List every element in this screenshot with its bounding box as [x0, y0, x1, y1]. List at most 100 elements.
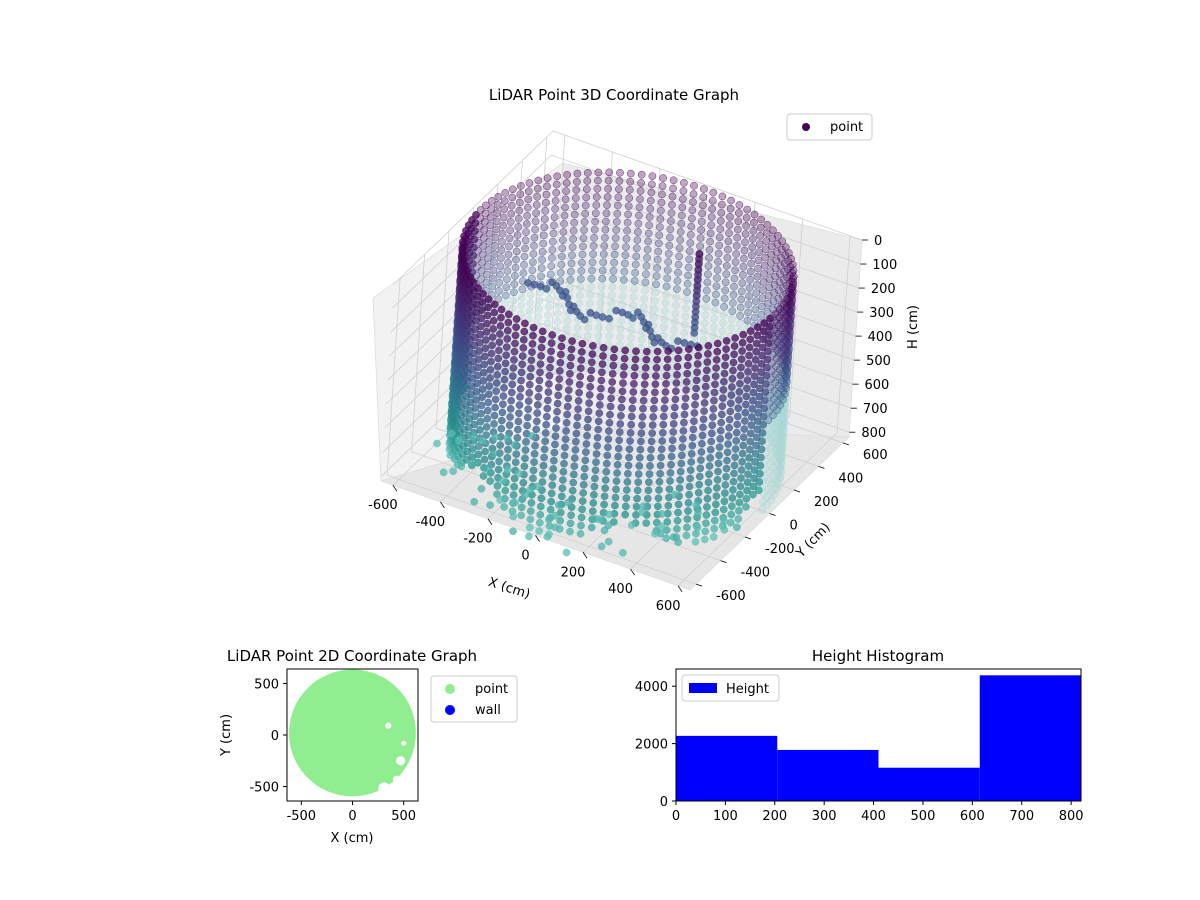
- point-3d-2331: [525, 523, 534, 532]
- point-3d-690: [545, 295, 554, 303]
- point-3d-2273: [522, 438, 530, 446]
- point-3d-1587: [721, 361, 729, 370]
- point-3d-456: [602, 217, 610, 226]
- point-3d-80: [715, 233, 724, 242]
- point-3d-1635: [713, 347, 722, 356]
- point-3d-153: [668, 200, 676, 209]
- point-3d-992: [503, 275, 511, 284]
- point-3d-2163: [512, 315, 521, 323]
- point-3d-86: [712, 282, 721, 291]
- point-3d-527: [777, 253, 785, 262]
- point-3d-286: [631, 260, 640, 269]
- point-3d-1507: [728, 494, 737, 502]
- grid-x-5: [630, 219, 803, 570]
- point-3d-2267: [525, 389, 534, 397]
- point-3d-1645: [707, 429, 716, 438]
- point-3d-280: [635, 211, 643, 220]
- point-3d-68: [680, 328, 689, 337]
- point-3d-1607: [710, 524, 719, 533]
- point-3d-371: [615, 341, 624, 349]
- point-3d-2261: [528, 340, 537, 348]
- point-3d-1136: [485, 237, 493, 246]
- point-3d-233: [644, 237, 652, 246]
- point-3d-1971: [639, 396, 648, 405]
- point-3d-1647: [706, 445, 715, 454]
- point-3d-178: [733, 225, 742, 234]
- point-3d-2010: [631, 363, 639, 372]
- point-3d-2399: [499, 476, 508, 485]
- hist-bar-1: [777, 749, 879, 801]
- point-3d-502: [593, 184, 602, 193]
- point-3d-2305: [556, 516, 565, 525]
- point-3d-1851: [662, 526, 671, 534]
- point-3d-1845: [666, 477, 674, 485]
- point-3d-988: [505, 242, 513, 251]
- point-3d-731: [540, 223, 549, 232]
- point-3d-510: [589, 250, 597, 258]
- point-3d-526: [777, 245, 786, 254]
- point-3d-529: [776, 270, 784, 278]
- point-3d-33: [705, 254, 713, 262]
- point-3d-58: [685, 247, 694, 255]
- chart-2d: LiDAR Point 2D Coordinate Graph -500 0 500…: [219, 647, 518, 846]
- x-tick-3d-6: [677, 585, 683, 593]
- point-3d-1409: [744, 462, 753, 470]
- point-3d-1133: [486, 213, 495, 222]
- point-3d-55: [687, 222, 696, 231]
- point-3d-2315: [534, 392, 543, 401]
- point-3d-326: [756, 223, 765, 232]
- point-3d-335: [751, 297, 760, 306]
- point-3d-2250: [570, 462, 579, 471]
- point-3d-1700: [695, 472, 704, 481]
- point-3d-1115: [489, 266, 498, 275]
- point-3d-2105: [605, 427, 613, 435]
- point-3d-1110: [492, 225, 500, 234]
- point-3d-234: [643, 245, 652, 254]
- point-3d-916: [789, 278, 798, 286]
- point-3d-1741: [690, 409, 699, 417]
- point-3d-355: [624, 210, 632, 219]
- point-3d-1702: [694, 488, 703, 497]
- point-3d-1757: [684, 345, 693, 354]
- point-3d-1456: [737, 466, 746, 474]
- point-3d-2079: [494, 354, 503, 363]
- point-3d-102: [679, 195, 687, 204]
- point-3d-814: [526, 291, 535, 299]
- y-tick-3d-3: [769, 513, 776, 516]
- point-3d-1993: [481, 344, 490, 353]
- point-3d-1738: [692, 384, 700, 393]
- point-3d-1342: [751, 458, 759, 466]
- point-3d-2041: [484, 398, 493, 407]
- point-3d-2297: [560, 451, 569, 460]
- point-3d-1987: [484, 295, 493, 304]
- point-3d-2324: [529, 466, 538, 475]
- grid-z-2: [390, 178, 859, 333]
- point-3d-40: [701, 311, 710, 319]
- y-tick-3d-4: [793, 489, 801, 493]
- point-3d-2204: [579, 480, 588, 489]
- point-3d-1595: [716, 426, 725, 435]
- legend-3d: point: [786, 113, 873, 141]
- point-3d-1752: [684, 499, 693, 507]
- legend-hist-label: Height: [726, 682, 769, 697]
- point-3d-809: [529, 250, 538, 258]
- y-tick-label-hist-1: 2000: [635, 738, 668, 753]
- point-3d-182: [731, 258, 740, 266]
- point-3d-2216: [518, 360, 527, 369]
- point-3d-90: [710, 315, 719, 323]
- point-3d-1779: [673, 525, 681, 533]
- point-3d-2328: [527, 499, 536, 507]
- point-3d-2100: [607, 386, 616, 394]
- point-3d-2290: [564, 394, 573, 403]
- point-3d-62: [683, 279, 692, 288]
- point-3d-2171: [508, 380, 517, 389]
- point-3d-1516: [728, 374, 737, 383]
- point-3d-1589: [720, 377, 728, 386]
- point-3d-1998: [478, 385, 487, 393]
- point-3d-1686: [703, 358, 712, 366]
- point-3d-2113: [600, 492, 609, 501]
- point-3d-811: [528, 266, 537, 275]
- point-3d-1650: [705, 470, 713, 479]
- z-tick-label-3d-5: 500: [866, 354, 891, 369]
- point-3d-995: [501, 299, 510, 308]
